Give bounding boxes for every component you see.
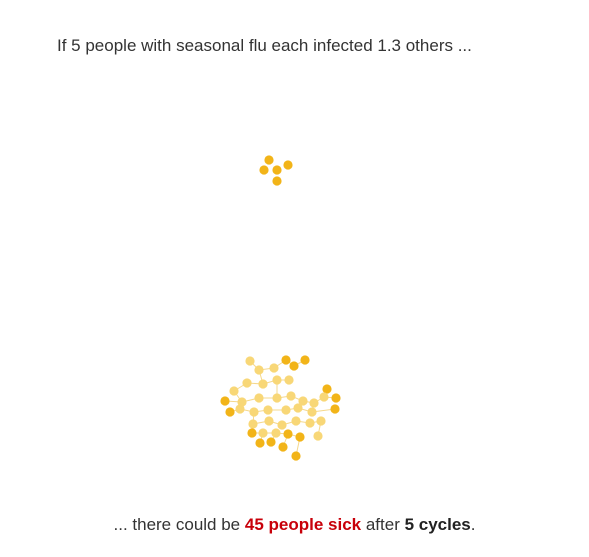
infected-person-dot bbox=[272, 165, 282, 175]
infected-person-dot bbox=[242, 378, 252, 388]
infected-person-dot bbox=[284, 375, 294, 385]
infected-person-dot bbox=[319, 392, 329, 402]
infected-person-dot bbox=[249, 407, 259, 417]
infected-person-dot bbox=[248, 419, 258, 429]
infected-person-dot bbox=[289, 361, 299, 371]
infected-person-dot bbox=[283, 429, 293, 439]
infected-person-dot bbox=[258, 379, 268, 389]
infected-person-dot bbox=[305, 418, 315, 428]
infected-person-dot bbox=[281, 405, 291, 415]
infected-person-dot bbox=[220, 396, 230, 406]
infected-person-dot bbox=[291, 451, 301, 461]
infected-person-dot bbox=[237, 397, 247, 407]
outro-prefix: ... there could be bbox=[113, 515, 245, 534]
infected-person-dot bbox=[245, 356, 255, 366]
infected-person-dot bbox=[309, 398, 319, 408]
infected-person-dot bbox=[307, 407, 317, 417]
infected-person-dot bbox=[263, 405, 273, 415]
outro-text: ... there could be 45 people sick after … bbox=[0, 515, 589, 535]
infected-person-dot bbox=[258, 428, 268, 438]
infected-person-dot bbox=[281, 355, 291, 365]
infected-person-dot bbox=[313, 431, 323, 441]
infected-person-dot bbox=[264, 155, 274, 165]
infected-person-dot bbox=[271, 428, 281, 438]
infected-person-dot bbox=[247, 428, 257, 438]
infected-person-dot bbox=[322, 384, 332, 394]
infected-person-dot bbox=[330, 404, 340, 414]
infected-person-dot bbox=[331, 393, 341, 403]
infected-person-dot bbox=[264, 416, 274, 426]
infected-person-dot bbox=[266, 437, 276, 447]
intro-text: If 5 people with seasonal flu each infec… bbox=[57, 36, 472, 55]
infected-person-dot bbox=[293, 403, 303, 413]
sick-count: 45 people sick bbox=[244, 515, 362, 534]
infected-person-dot bbox=[254, 365, 264, 375]
infected-person-dot bbox=[235, 404, 245, 414]
infected-person-dot bbox=[254, 393, 264, 403]
infected-person-dot bbox=[225, 407, 235, 417]
infected-person-dot bbox=[286, 391, 296, 401]
infected-person-dot bbox=[229, 386, 239, 396]
infected-person-dot bbox=[278, 442, 288, 452]
spread-cluster bbox=[220, 355, 341, 461]
infected-person-dot bbox=[272, 393, 282, 403]
infected-person-dot bbox=[316, 416, 326, 426]
infected-person-dot bbox=[298, 396, 308, 406]
infected-person-dot bbox=[272, 375, 282, 385]
infected-person-dot bbox=[255, 438, 265, 448]
infected-person-dot bbox=[295, 432, 305, 442]
infected-person-dot bbox=[269, 363, 279, 373]
infected-person-dot bbox=[272, 176, 282, 186]
cycle-count: 5 cycles bbox=[404, 515, 471, 534]
infected-person-dot bbox=[291, 416, 301, 426]
initial-cluster bbox=[259, 155, 293, 186]
infected-person-dot bbox=[259, 165, 269, 175]
infected-person-dot bbox=[300, 355, 310, 365]
outro-suffix: . bbox=[470, 515, 476, 534]
infected-person-dot bbox=[283, 160, 293, 170]
outro-middle: after bbox=[361, 515, 405, 534]
infected-person-dot bbox=[277, 420, 287, 430]
